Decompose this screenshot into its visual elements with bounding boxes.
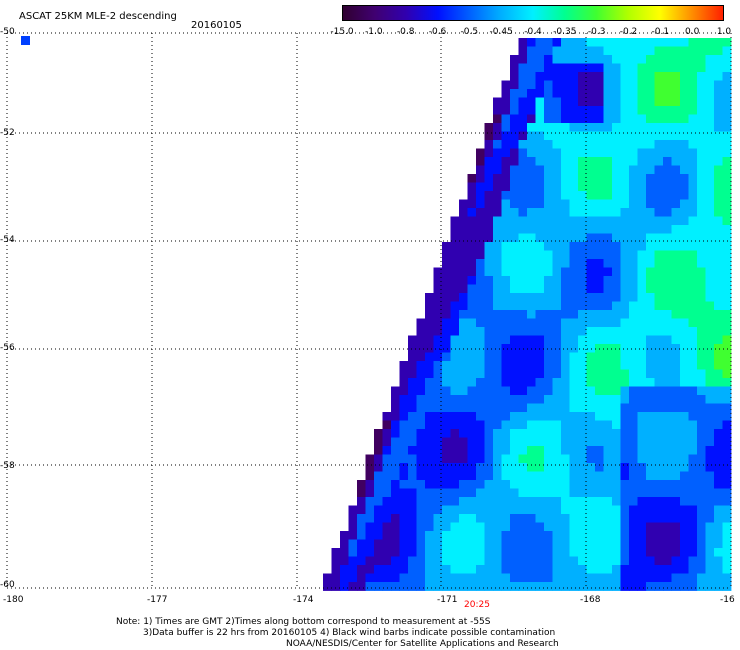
- colorbar-label: -0.8: [396, 27, 415, 37]
- colorbar-label: -0.4: [524, 27, 542, 37]
- x-tick-label: -168: [580, 595, 601, 605]
- colorbar-label: -0.3: [587, 27, 606, 37]
- note-line-2: 3)Data buffer is 22 hrs from 20160105 4)…: [143, 628, 556, 638]
- y-tick-label: -58: [0, 461, 15, 471]
- plot-title: ASCAT 25KM MLE-2 descending: [19, 11, 177, 22]
- y-tick-label: -60: [0, 580, 15, 590]
- x-tick-label: -171: [437, 595, 458, 605]
- colorbar-label: -0.45: [489, 27, 513, 37]
- x-tick-label: -16: [720, 595, 735, 605]
- x-tick-label: -174: [293, 595, 314, 605]
- note-line-1: Note: 1) Times are GMT 2)Times along bot…: [116, 617, 491, 627]
- isolated-data-cell: [21, 36, 30, 45]
- colorbar-label: -1.0: [365, 27, 383, 37]
- x-tick-label: -180: [3, 595, 24, 605]
- data-swath: [323, 38, 732, 591]
- plot-date: 20160105: [191, 20, 242, 31]
- colorbar-labels: -15.0 -1.0 -0.8 -0.6 -0.5 -0.45 -0.4 -0.35 -0.3 -…: [330, 27, 732, 38]
- y-tick-label: -54: [0, 235, 15, 245]
- y-tick-label: -56: [0, 343, 15, 353]
- colorbar-label: -0.5: [460, 27, 479, 37]
- colorbar-label: -0.1: [651, 27, 670, 37]
- colorbar-label: 1.0: [716, 27, 732, 37]
- x-tick-label: -177: [147, 595, 168, 605]
- swath-time-label: 20:25: [464, 600, 490, 610]
- y-tick-label: -50: [0, 27, 15, 37]
- grid-lines: [6, 32, 732, 589]
- y-tick-label: -52: [0, 128, 15, 138]
- colorbar-label: -0.2: [619, 27, 638, 37]
- colorbar-label: -15.0: [330, 27, 354, 37]
- colorbar-label: 0.0: [684, 27, 700, 37]
- note-line-3: NOAA/NESDIS/Center for Satellite Applica…: [286, 639, 559, 649]
- colorbar-label: -0.35: [553, 27, 577, 37]
- colorbar-label: -0.6: [428, 27, 447, 37]
- colorbar: [342, 5, 724, 21]
